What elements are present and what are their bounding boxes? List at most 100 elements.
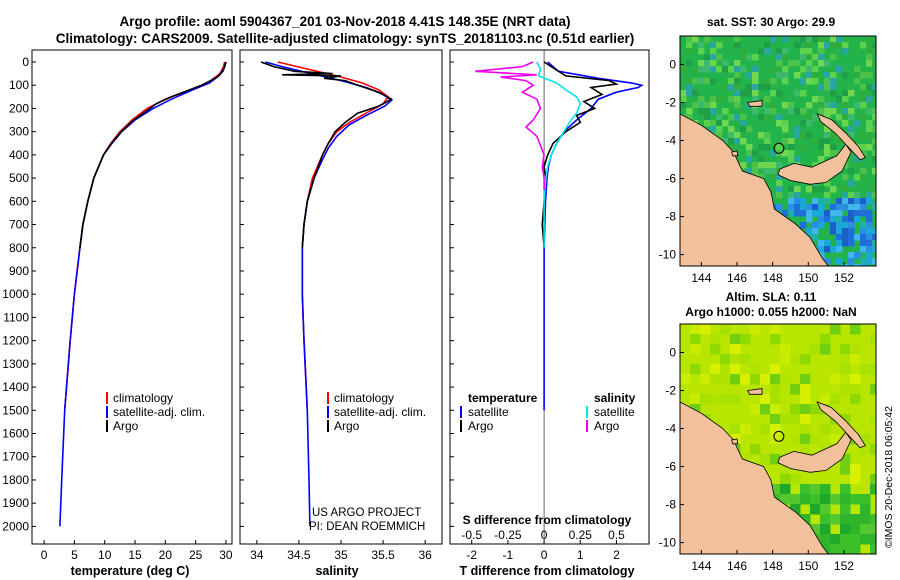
map-cell: [686, 84, 693, 91]
map-cell: [854, 72, 861, 79]
map-x-tick-label: 144: [691, 559, 711, 573]
depth-tick-label: 1000: [2, 287, 29, 301]
map-cell: [866, 72, 873, 79]
legend-label-sal-argo: Argo: [594, 419, 620, 433]
map-cell: [722, 108, 729, 115]
map-cell: [698, 108, 705, 115]
map-cell: [818, 216, 825, 223]
map-cell: [866, 216, 873, 223]
map-cell: [770, 384, 781, 395]
s-tick-label: 0.5: [608, 528, 625, 542]
map-cell: [818, 138, 825, 145]
map-cell: [810, 504, 821, 515]
map-cell: [770, 424, 781, 435]
map-cell: [836, 210, 843, 217]
map-cell: [842, 222, 849, 229]
map-cell: [806, 36, 813, 43]
map-cell: [780, 494, 791, 505]
map-cell: [836, 228, 843, 235]
map-cell: [734, 42, 741, 49]
map-cell: [842, 120, 849, 127]
x-tick-label: -2: [466, 548, 477, 562]
map-cell: [752, 162, 759, 169]
map-cell: [848, 252, 855, 259]
map-cell: [848, 210, 855, 217]
map-cell: [800, 424, 811, 435]
map-cell: [812, 36, 819, 43]
map-cell: [740, 54, 747, 61]
depth-tick-label: 500: [9, 171, 29, 185]
map-cell: [818, 36, 825, 43]
map-cell: [790, 504, 801, 515]
map-cell: [704, 66, 711, 73]
map-cell: [824, 180, 831, 187]
map-cell: [836, 216, 843, 223]
map-cell: [836, 66, 843, 73]
map-cell: [788, 150, 795, 157]
map-cell: [840, 384, 851, 395]
series-line-salinity-argo: [475, 61, 545, 190]
legend-title-temperature: temperature: [468, 391, 538, 405]
map-cell: [866, 120, 873, 127]
map-cell: [842, 114, 849, 121]
map-cell: [854, 120, 861, 127]
map-cell: [812, 186, 819, 193]
map-cell: [758, 144, 765, 151]
map-cell: [722, 36, 729, 43]
land-new-britain: [777, 143, 852, 185]
map-cell: [818, 102, 825, 109]
map-cell: [872, 42, 876, 49]
x-tick-label: 15: [128, 548, 142, 562]
map-cell: [752, 78, 759, 85]
map-cell: [764, 138, 771, 145]
depth-tick-label: 1600: [2, 427, 29, 441]
map-cell: [740, 374, 751, 385]
map-cell: [872, 258, 876, 265]
map-cell: [866, 60, 873, 67]
map-cell: [800, 484, 811, 495]
map-cell: [854, 156, 861, 163]
map-cell: [854, 210, 861, 217]
map-y-tick-label: -4: [665, 134, 676, 148]
series-line-temperature-satellite: [543, 61, 644, 411]
map-cell: [746, 54, 753, 61]
map-cell: [734, 114, 741, 121]
map-cell: [728, 78, 735, 85]
map-cell: [806, 216, 813, 223]
map-cell: [788, 102, 795, 109]
temperature-legend: climatology satellite-adj. clim. Argo: [106, 391, 205, 433]
map-cell: [866, 36, 873, 43]
map-cell: [686, 48, 693, 55]
legend-title-salinity: salinity: [594, 391, 636, 405]
map-cell: [720, 374, 731, 385]
map-cell: [776, 162, 783, 169]
map-cell: [740, 354, 751, 365]
map-cell: [840, 464, 851, 475]
map-cell: [824, 192, 831, 199]
temperature-panel: 0 5 10 15 20 25 30 temperature (deg C) climato…: [31, 49, 233, 578]
map-cell: [758, 156, 765, 163]
map-cell: [830, 324, 841, 335]
map-cell: [870, 444, 876, 455]
map-cell: [824, 78, 831, 85]
map-cell: [740, 48, 747, 55]
map-cell: [728, 66, 735, 73]
map-cell: [790, 414, 801, 425]
map-cell: [698, 60, 705, 67]
map-cell: [800, 36, 807, 43]
map-cell: [836, 96, 843, 103]
x-tick-label: 36: [418, 548, 432, 562]
map-cell: [830, 42, 837, 49]
legend-label-argo: Argo: [334, 419, 360, 433]
map-cell: [740, 424, 751, 435]
map-cell: [692, 102, 699, 109]
map-cell: [842, 48, 849, 55]
figure-title-line1: Argo profile: aoml 5904367_201 03-Nov-20…: [120, 14, 571, 29]
map-cell: [770, 174, 777, 181]
map-cell: [750, 364, 761, 375]
map-cell: [830, 54, 837, 61]
map-cell: [820, 494, 831, 505]
s-tick-label: 0.25: [569, 528, 593, 542]
map-cell: [806, 54, 813, 61]
map-cell: [698, 42, 705, 49]
